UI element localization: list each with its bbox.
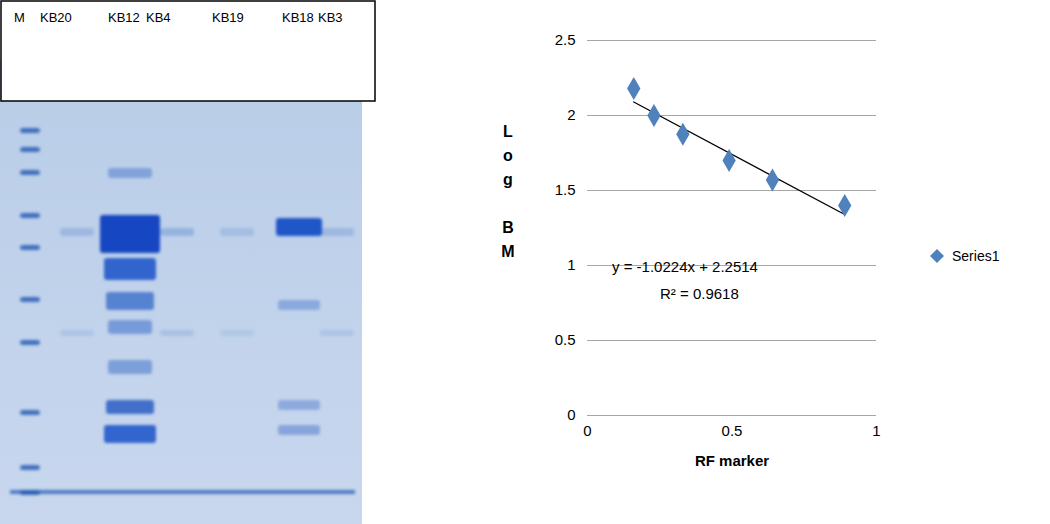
svg-text:RF marker: RF marker bbox=[695, 452, 769, 469]
svg-text:1: 1 bbox=[872, 422, 880, 439]
svg-text:0.5: 0.5 bbox=[555, 331, 576, 348]
svg-text:M: M bbox=[14, 10, 25, 25]
svg-text:KB19: KB19 bbox=[212, 10, 244, 25]
svg-text:0: 0 bbox=[583, 422, 591, 439]
svg-text:KB18: KB18 bbox=[282, 10, 314, 25]
svg-text:2.5: 2.5 bbox=[555, 31, 576, 48]
svg-text:KB4: KB4 bbox=[146, 10, 171, 25]
svg-text:1: 1 bbox=[567, 256, 575, 273]
svg-text:KB3: KB3 bbox=[318, 10, 343, 25]
html-text:R² = 0.9618: R² = 0.9618 bbox=[660, 285, 739, 302]
html-text:L: L bbox=[503, 123, 513, 140]
html-text:g: g bbox=[503, 171, 513, 188]
svg-text:KB12: KB12 bbox=[108, 10, 140, 25]
html-text:y = -1.0224x + 2.2514: y = -1.0224x + 2.2514 bbox=[612, 258, 758, 275]
html-text:Series1: Series1 bbox=[952, 248, 1000, 264]
svg-text:0.5: 0.5 bbox=[722, 422, 743, 439]
html-text:B: B bbox=[502, 219, 514, 236]
svg-text:0: 0 bbox=[567, 406, 575, 423]
svg-text:2: 2 bbox=[567, 106, 575, 123]
html-text:o: o bbox=[503, 147, 513, 164]
html-text:M: M bbox=[501, 243, 515, 260]
svg-text:KB20: KB20 bbox=[40, 10, 72, 25]
svg-text:1.5: 1.5 bbox=[555, 181, 576, 198]
